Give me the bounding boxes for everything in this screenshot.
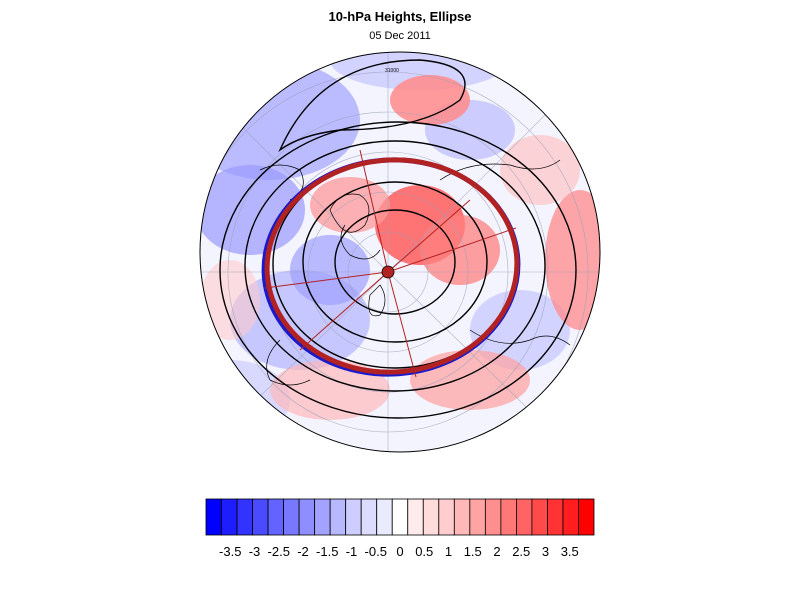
colorbar-tick-label: 1.5	[464, 544, 482, 559]
colorbar-boxes	[205, 498, 595, 536]
colorbar-box	[298, 498, 316, 536]
colorbar-box	[453, 498, 471, 536]
colorbar-box	[469, 498, 486, 536]
colorbar-box	[329, 498, 347, 536]
chart-title: 10-hPa Heights, Ellipse	[328, 9, 472, 24]
colorbar-tick-label: 2.5	[512, 544, 530, 559]
globe-outline	[199, 51, 601, 453]
colorbar-tick-label: 0	[396, 544, 403, 559]
colorbar-box	[500, 498, 517, 536]
chart-date: 05 Dec 2011	[369, 30, 431, 42]
colorbar-box	[531, 498, 548, 536]
colorbar-box	[562, 498, 579, 536]
colorbar-box	[345, 498, 362, 536]
colorbar-box	[314, 498, 331, 536]
colorbar-box	[407, 498, 424, 536]
colorbar-tick-label: -3.5	[219, 544, 241, 559]
colorbar-box	[252, 498, 269, 536]
colorbar-box	[391, 498, 409, 536]
colorbar-tick-label: 3.5	[561, 544, 579, 559]
colorbar-tick-label: 3	[542, 544, 549, 559]
colorbar-tick-label: -3	[249, 544, 261, 559]
colorbar-labels: -3.5 -3 -2.5 -2 -1.5 -1 -0.5 0 0.5 1 1.5 2 2.5 3 3.5	[219, 544, 579, 559]
colorbar-tick-label: 1	[445, 544, 452, 559]
colorbar-box	[438, 498, 455, 536]
colorbar-box	[360, 498, 378, 536]
colorbar-tick-label: -0.5	[365, 544, 387, 559]
contour-label: 31000	[385, 68, 399, 74]
colorbar-box	[376, 498, 393, 536]
colorbar-box	[422, 498, 440, 536]
colorbar-box	[221, 498, 238, 536]
colorbar-box	[547, 498, 564, 536]
ellipse-fit	[261, 149, 521, 378]
colorbar-box	[484, 498, 502, 536]
colorbar-tick-label: -2.5	[268, 544, 290, 559]
colorbar-tick-label: -1.5	[316, 544, 338, 559]
colorbar-tick-label: 2	[493, 544, 500, 559]
colorbar-box	[267, 498, 284, 536]
colorbar-box	[205, 498, 222, 536]
colorbar-box	[283, 498, 300, 536]
colorbar-box	[578, 498, 595, 536]
colorbar-tick-label: -1	[346, 544, 358, 559]
colorbar-box	[516, 498, 533, 536]
colorbar-tick-label: 0.5	[415, 544, 433, 559]
colorbar-tick-label: -2	[297, 544, 309, 559]
colorbar-box	[236, 498, 253, 536]
